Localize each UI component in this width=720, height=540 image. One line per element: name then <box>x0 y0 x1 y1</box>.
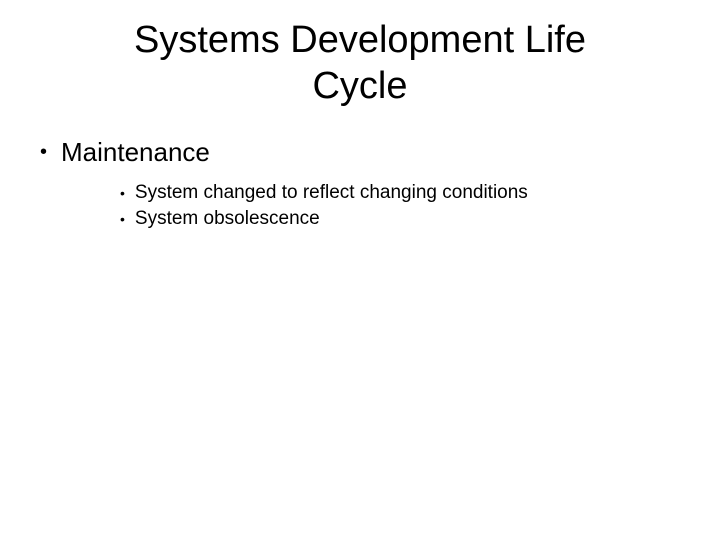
bullet-level-2: • System obsolescence <box>0 208 720 230</box>
bullet-dot-icon: • <box>120 182 125 204</box>
title-line-1: Systems Development Life <box>134 19 586 61</box>
slide-title: Systems Development Life Cycle <box>0 18 720 109</box>
bullet-level-2: • System changed to reflect changing con… <box>0 182 720 204</box>
bullet-dot-icon: • <box>120 208 125 230</box>
bullet-1-text: Maintenance <box>61 137 210 168</box>
bullet-dot-icon: • <box>40 137 47 167</box>
sub-bullet-1-text: System changed to reflect changing condi… <box>135 182 528 204</box>
title-line-2: Cycle <box>312 65 407 107</box>
sub-bullet-2-text: System obsolescence <box>135 208 320 230</box>
bullet-level-1: • Maintenance <box>0 137 720 168</box>
